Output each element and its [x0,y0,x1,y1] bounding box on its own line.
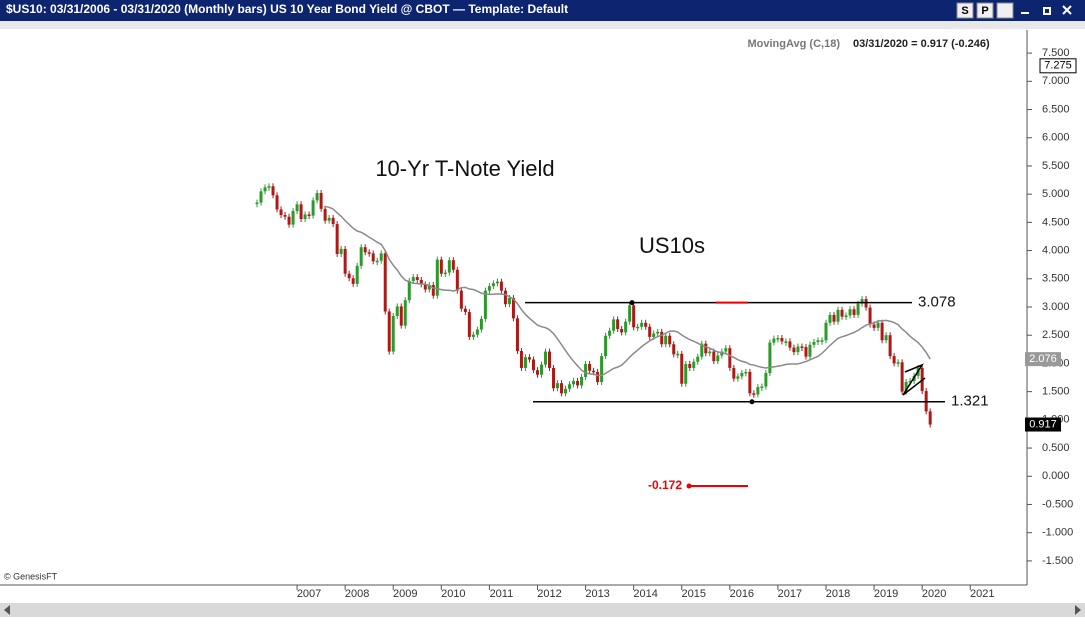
y-tick-label: 0.000 [1042,470,1070,482]
axis-flag [1039,58,1077,74]
level-label: 3.078 [918,294,956,311]
x-tick-label: 2014 [633,588,657,600]
y-tick-label: 7.000 [1042,75,1070,87]
y-tick-label: 3.500 [1042,273,1070,285]
button[interactable] [976,2,994,19]
level-label: 1.321 [951,393,989,410]
x-tick-label: 2013 [585,588,609,600]
x-tick-label: 2021 [970,588,994,600]
chart-title: 10-Yr T-Note Yield [375,156,554,181]
y-tick-label: -0.500 [1042,498,1073,510]
y-tick-label: 5.000 [1042,188,1070,200]
x-tick-label: 2018 [826,588,850,600]
y-tick-label: -1.500 [1042,555,1073,567]
x-tick-label: 2019 [874,588,898,600]
y-tick-label: -1.000 [1042,527,1073,539]
x-tick-label: 2007 [297,588,321,600]
x-tick-label: 2010 [441,588,465,600]
button[interactable] [956,2,974,19]
plot: 7.500 7.000 6.500 6.000 5.500 5.000 4.500 4.000… [255,47,1077,600]
axis-flag-label: 0.917 [1029,418,1057,430]
y-tick-label: 6.500 [1042,103,1070,115]
axis-flag-label: 7.275 [1044,60,1072,72]
y-tick-label: 4.000 [1042,244,1070,256]
copyright: © GenesisFT [4,571,58,581]
window-controls[interactable] [1021,5,1072,15]
moving-average [324,205,931,377]
axis-flag [1025,352,1061,367]
x-tick-label: 2008 [345,588,369,600]
y-tick-label: 3.000 [1042,301,1070,313]
scrollbar[interactable] [0,603,1085,617]
y-tick-label: 0.500 [1042,442,1070,454]
x-tick-label: 2011 [490,588,514,600]
chart-subtitle: US10s [639,233,705,258]
projection-label: -0.172 [648,478,682,492]
toolbar-strip [0,21,1085,29]
axis-flag-label: 2.076 [1029,353,1057,365]
y-tick-label: 6.000 [1042,132,1070,144]
button[interactable] [996,2,1014,19]
x-tick-label: 2017 [778,588,802,600]
y-tick-label: 4.500 [1042,216,1070,228]
x-tick-label: 2015 [681,588,705,600]
y-tick-label: 5.500 [1042,160,1070,172]
pivot-dot [749,399,755,405]
pennant [902,363,926,396]
y-tick-label: 1.500 [1042,386,1070,398]
button-label[interactable]: S [961,5,968,17]
x-tick-label: 2020 [922,588,946,600]
y-tick-label: 7.500 [1042,47,1070,59]
x-tick-label: 2012 [537,588,561,600]
last-value-label: 03/31/2020 = 0.917 (-0.246) [853,38,990,50]
button-label[interactable]: P [981,5,988,17]
x-tick-label: 2016 [730,588,754,600]
indicator-label: MovingAvg (C,18) [748,38,841,50]
pivot-dot [629,300,635,306]
y-tick-label: 2.500 [1042,329,1070,341]
x-tick-label: 2009 [393,588,417,600]
window-title: $US10: 03/31/2006 - 03/31/2020 (Monthly … [6,2,568,16]
title-bar [0,0,1085,21]
axis-flag [1025,417,1061,432]
